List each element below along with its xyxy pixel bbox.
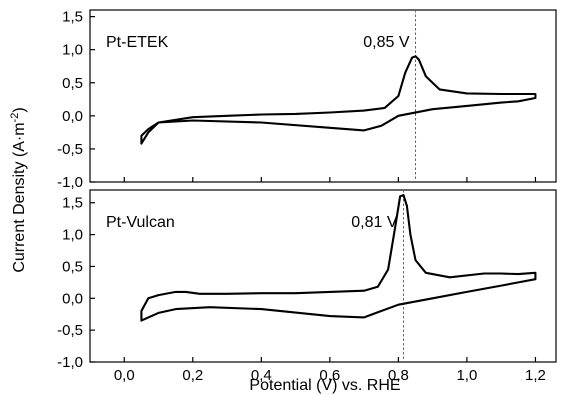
x-tick-label: 0,6	[319, 367, 340, 384]
y-tick-label-1: -1,0	[57, 174, 83, 191]
y-tick-label-2: 1,0	[62, 227, 83, 244]
cv-curve-1	[140, 55, 537, 145]
x-tick-label: 0,2	[182, 367, 203, 384]
y-tick-label-2: 0,0	[62, 290, 83, 307]
y-tick-label-1: 0,5	[62, 75, 83, 92]
x-tick-label: 1,2	[525, 367, 546, 384]
x-tick-label: 0,8	[388, 367, 409, 384]
panel-label-2: Pt-Vulcan	[106, 214, 175, 231]
y-tick-label-1: -0,5	[57, 141, 83, 158]
peak-annotation-1: 0,85 V	[363, 34, 410, 51]
y-axis-title-end: )	[11, 107, 28, 112]
y-tick-label-2: 0,5	[62, 258, 83, 275]
y-axis-title-sup: -2	[9, 113, 21, 123]
y-tick-label-1: 0,0	[62, 108, 83, 125]
y-tick-label-2: 1,5	[62, 195, 83, 212]
x-axis-title: Potential (V) vs. RHE	[249, 377, 400, 394]
panel-label-1: Pt-ETEK	[106, 34, 169, 51]
x-tick-label: 1,0	[456, 367, 477, 384]
plot-frame-1	[89, 9, 557, 183]
y-tick-label-1: 1,5	[62, 9, 83, 26]
plot-frame-2	[89, 189, 557, 363]
y-tick-label-2: -1,0	[57, 354, 83, 371]
y-tick-label-1: 1,0	[62, 42, 83, 59]
cv-curve-2	[140, 194, 537, 322]
panel-pt-etek: -1,0 -0,5 0,0 0,5 1,0 1,5 0,85 V Pt-ETEK	[57, 9, 557, 191]
panel-pt-vulcan: -1,0 -0,5 0,0 0,5 1,0 1,5 0,81 V Pt-Vulcan	[57, 189, 557, 371]
x-tick-label: 0,0	[114, 367, 135, 384]
x-axis-ticks: 0,0 0,2 0,4 0,6 0,8 1,0 1,2	[114, 367, 546, 384]
peak-annotation-2: 0,81 V	[351, 214, 398, 231]
y-axis-title-main: Current Density (A·m	[11, 122, 28, 272]
x-tick-label: 0,4	[251, 367, 272, 384]
y-axis-title: Current Density (A·m-2)	[9, 107, 28, 272]
y-tick-label-2: -0,5	[57, 322, 83, 339]
